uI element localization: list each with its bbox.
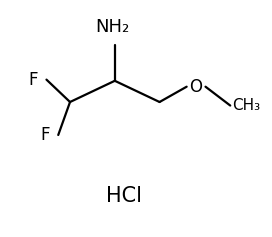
Text: O: O [190,78,203,96]
Text: CH₃: CH₃ [233,98,261,113]
Text: F: F [29,71,38,89]
Text: HCl: HCl [106,186,142,206]
Text: F: F [41,126,50,144]
Text: NH₂: NH₂ [95,18,129,36]
